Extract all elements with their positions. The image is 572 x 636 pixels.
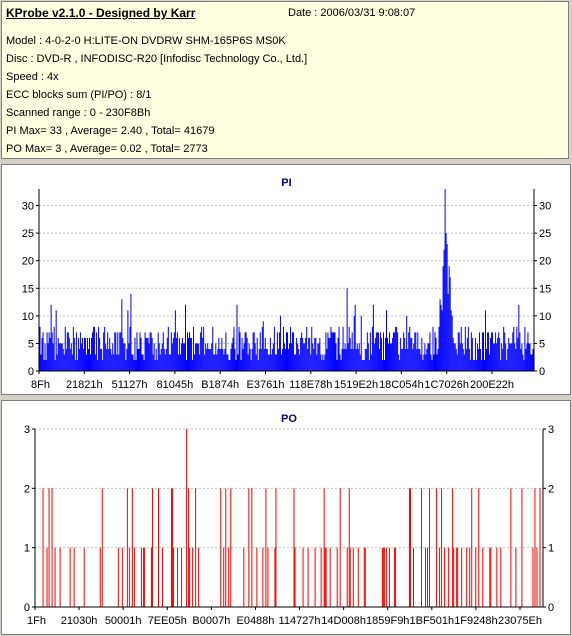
po-x-tick-label: 23075Eh — [498, 615, 542, 627]
po-chart-panel: PO 0 0 1 1 2 2 3 3 1Fh 21030h 50001h 7EE05h B0007h E04… — [1, 400, 571, 635]
po-y-tick-label-left: 2 — [24, 483, 30, 495]
pi-y-tick-label-right: 0 — [539, 366, 545, 378]
po-x-tick-label: B0007h — [192, 615, 230, 627]
po-x-tick-label: 1Fh — [27, 615, 46, 627]
scanned-range: Scanned range : 0 - 230F8Bh — [6, 107, 151, 119]
po-x-tick-label: 1BF501h — [409, 615, 454, 627]
pi-x-tick-label: E3761h — [247, 379, 285, 391]
pi-y-tick-label-left: 5 — [28, 338, 34, 350]
po-y-tick-label-right: 3 — [548, 424, 554, 436]
pi-bars — [38, 189, 534, 371]
pi-y-tick-label-right: 5 — [539, 338, 545, 350]
pi-stats: PI Max= 33 , Average= 2.40 , Total= 4167… — [6, 125, 215, 137]
drive-model: Model : 4-0-2-0 H:LITE-ON DVDRW SHM-165P… — [6, 35, 286, 47]
po-chart-title: PO — [281, 413, 297, 425]
pi-x-tick-label: 21821h — [66, 379, 103, 391]
po-x-tick-label: E0488h — [236, 615, 274, 627]
pi-x-tick-label: B1874h — [201, 379, 239, 391]
po-x-tick-label: 1859F9h — [366, 615, 409, 627]
pi-y-tick-label-left: 0 — [28, 366, 34, 378]
pi-chart-title: PI — [281, 177, 291, 189]
po-x-tick-label: 114727h — [279, 615, 321, 627]
po-x-tick-label: 50001h — [105, 615, 142, 627]
po-x-tick-label: 21030h — [61, 615, 98, 627]
po-y-tick-label-right: 0 — [548, 602, 554, 614]
scan-speed: Speed : 4x — [6, 71, 59, 83]
po-y-tick-label-left: 3 — [24, 424, 30, 436]
scan-date: Date : 2006/03/31 9:08:07 — [288, 7, 416, 19]
pi-x-tick-label: 81045h — [157, 379, 194, 391]
po-bars — [42, 429, 541, 607]
po-y-tick-label-left: 1 — [24, 543, 30, 555]
pi-y-tick-label-left: 20 — [22, 256, 34, 268]
pi-y-tick-label-left: 10 — [22, 311, 34, 323]
disc-info: Disc : DVD-R , INFODISC-R20 [Infodisc Te… — [6, 53, 308, 65]
po-y-tick-label-left: 0 — [24, 602, 30, 614]
pi-y-tick-label-right: 30 — [539, 201, 551, 213]
po-y-tick-label-right: 2 — [548, 483, 554, 495]
pi-x-tick-label: 18C054h — [379, 379, 424, 391]
pi-x-tick-label: 1C7026h — [424, 379, 469, 391]
pi-y-tick-label-right: 20 — [539, 256, 551, 268]
pi-x-tick-label: 200E22h — [470, 379, 514, 391]
pi-chart: PI 0 0 5 5 10 10 15 15 20 20 25 25 30 30 8Fh 21821h 51127… — [22, 177, 552, 391]
pi-x-tick-label: 118E78h — [289, 379, 332, 391]
pi-y-tick-label-left: 25 — [22, 228, 34, 240]
po-x-tick-label: 1F9248h — [454, 615, 497, 627]
po-stats: PO Max= 3 , Average= 0.02 , Total= 2773 — [6, 143, 208, 155]
pi-y-tick-label-left: 30 — [22, 201, 34, 213]
po-y-tick-label-right: 1 — [548, 543, 554, 555]
info-panel: KProbe v2.1.0 - Designed by Karr Date : … — [1, 1, 569, 159]
po-x-tick-label: 7EE05h — [148, 615, 187, 627]
po-chart: PO 0 0 1 1 2 2 3 3 1Fh 21030h 50001h 7EE05h B0007h E04… — [24, 413, 554, 627]
pi-chart-panel: PI 0 0 5 5 10 10 15 15 20 20 25 25 30 30 8Fh 21821h 51127… — [1, 164, 571, 395]
po-x-tick-label: 14D008h — [321, 615, 366, 627]
pi-y-tick-label-right: 25 — [539, 228, 551, 240]
pi-y-tick-label-right: 10 — [539, 311, 551, 323]
pi-x-tick-label: 51127h — [112, 379, 148, 391]
pi-y-tick-label-right: 15 — [539, 283, 551, 295]
app-title: KProbe v2.1.0 - Designed by Karr — [6, 6, 196, 20]
ecc-sum: ECC blocks sum (PI/PO) : 8/1 — [6, 89, 152, 101]
pi-x-tick-label: 8Fh — [31, 379, 50, 391]
pi-x-tick-label: 1519E2h — [334, 379, 378, 391]
pi-y-tick-label-left: 15 — [22, 283, 34, 295]
